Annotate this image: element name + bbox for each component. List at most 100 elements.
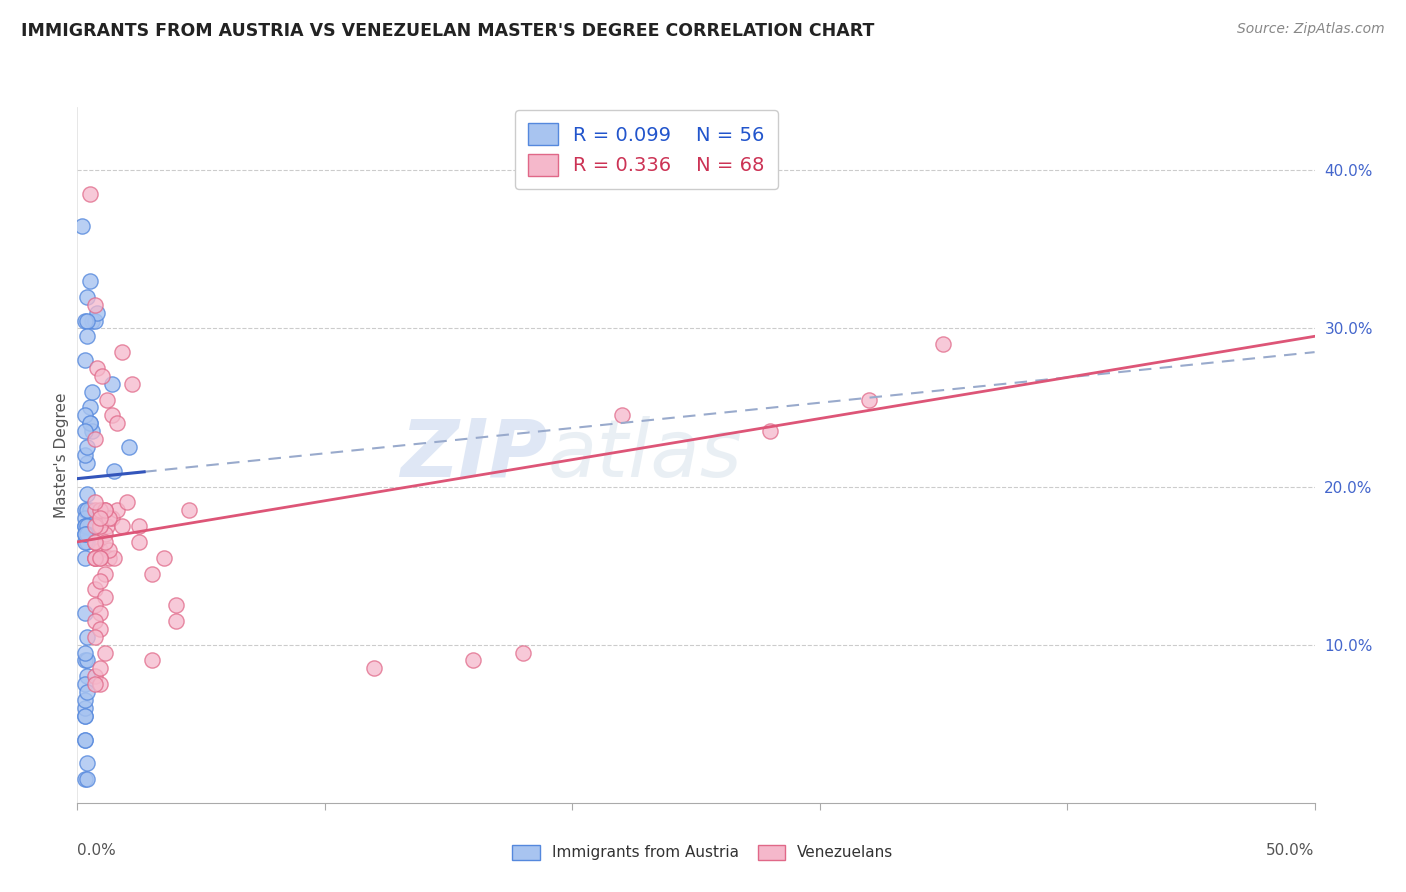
Point bbox=[73, 708, 96, 723]
Point bbox=[79, 503, 101, 517]
Point bbox=[76, 772, 98, 786]
Point bbox=[76, 527, 98, 541]
Point bbox=[83, 298, 105, 312]
Point bbox=[93, 503, 115, 517]
Point bbox=[83, 550, 105, 565]
Point bbox=[79, 401, 101, 415]
Point bbox=[89, 677, 111, 691]
Point bbox=[101, 376, 124, 391]
Point bbox=[89, 519, 111, 533]
Text: IMMIGRANTS FROM AUSTRIA VS VENEZUELAN MASTER'S DEGREE CORRELATION CHART: IMMIGRANTS FROM AUSTRIA VS VENEZUELAN MA… bbox=[21, 22, 875, 40]
Point bbox=[86, 360, 108, 375]
Point bbox=[98, 550, 121, 565]
Point bbox=[73, 519, 96, 533]
Point bbox=[93, 591, 115, 605]
Point bbox=[89, 606, 111, 620]
Point bbox=[89, 542, 111, 557]
Point bbox=[73, 701, 96, 715]
Point bbox=[512, 646, 534, 660]
Point bbox=[93, 646, 115, 660]
Point bbox=[73, 527, 96, 541]
Point bbox=[73, 732, 96, 747]
Point bbox=[79, 519, 101, 533]
Point bbox=[73, 511, 96, 525]
Point bbox=[82, 424, 104, 438]
Point bbox=[759, 424, 782, 438]
Point bbox=[73, 653, 96, 667]
Point bbox=[858, 392, 880, 407]
Point bbox=[73, 424, 96, 438]
Point bbox=[115, 495, 138, 509]
Point bbox=[76, 487, 98, 501]
Point bbox=[83, 550, 105, 565]
Point bbox=[141, 566, 163, 581]
Point bbox=[111, 345, 134, 359]
Point bbox=[73, 732, 96, 747]
Point bbox=[76, 440, 98, 454]
Point bbox=[73, 646, 96, 660]
Point bbox=[73, 313, 96, 327]
Point bbox=[83, 582, 105, 597]
Legend: Immigrants from Austria, Venezuelans: Immigrants from Austria, Venezuelans bbox=[506, 838, 900, 866]
Point bbox=[83, 495, 105, 509]
Point bbox=[121, 376, 143, 391]
Point bbox=[73, 708, 96, 723]
Point bbox=[83, 550, 105, 565]
Point bbox=[76, 519, 98, 533]
Point bbox=[76, 503, 98, 517]
Text: ZIP: ZIP bbox=[401, 416, 547, 494]
Point bbox=[73, 519, 96, 533]
Point bbox=[93, 534, 115, 549]
Point bbox=[98, 542, 121, 557]
Point bbox=[128, 534, 150, 549]
Point bbox=[73, 693, 96, 707]
Point bbox=[118, 440, 141, 454]
Point bbox=[76, 329, 98, 343]
Point bbox=[73, 448, 96, 462]
Point bbox=[177, 503, 200, 517]
Point bbox=[82, 313, 104, 327]
Point bbox=[73, 527, 96, 541]
Point bbox=[128, 519, 150, 533]
Point bbox=[93, 527, 115, 541]
Point bbox=[83, 677, 105, 691]
Point bbox=[83, 669, 105, 683]
Point bbox=[79, 186, 101, 201]
Point bbox=[83, 503, 105, 517]
Point bbox=[83, 614, 105, 628]
Point bbox=[89, 519, 111, 533]
Point bbox=[141, 653, 163, 667]
Point bbox=[96, 519, 118, 533]
Point bbox=[76, 313, 98, 327]
Point bbox=[89, 550, 111, 565]
Point bbox=[76, 534, 98, 549]
Point bbox=[463, 653, 485, 667]
Point bbox=[72, 219, 94, 233]
Point bbox=[83, 519, 105, 533]
Point bbox=[98, 511, 121, 525]
Point bbox=[83, 313, 105, 327]
Point bbox=[73, 550, 96, 565]
Point bbox=[89, 550, 111, 565]
Point bbox=[103, 464, 125, 478]
Point bbox=[73, 677, 96, 691]
Point bbox=[73, 353, 96, 368]
Point bbox=[76, 630, 98, 644]
Text: Source: ZipAtlas.com: Source: ZipAtlas.com bbox=[1237, 22, 1385, 37]
Point bbox=[89, 503, 111, 517]
Point bbox=[89, 511, 111, 525]
Point bbox=[105, 417, 128, 431]
Point bbox=[73, 503, 96, 517]
Point bbox=[96, 392, 118, 407]
Point bbox=[101, 511, 124, 525]
Point bbox=[105, 503, 128, 517]
Point bbox=[89, 511, 111, 525]
Point bbox=[363, 661, 385, 675]
Point bbox=[73, 606, 96, 620]
Point bbox=[79, 417, 101, 431]
Point bbox=[83, 432, 105, 446]
Point bbox=[83, 534, 105, 549]
Point bbox=[89, 661, 111, 675]
Point bbox=[91, 368, 114, 383]
Point bbox=[932, 337, 955, 351]
